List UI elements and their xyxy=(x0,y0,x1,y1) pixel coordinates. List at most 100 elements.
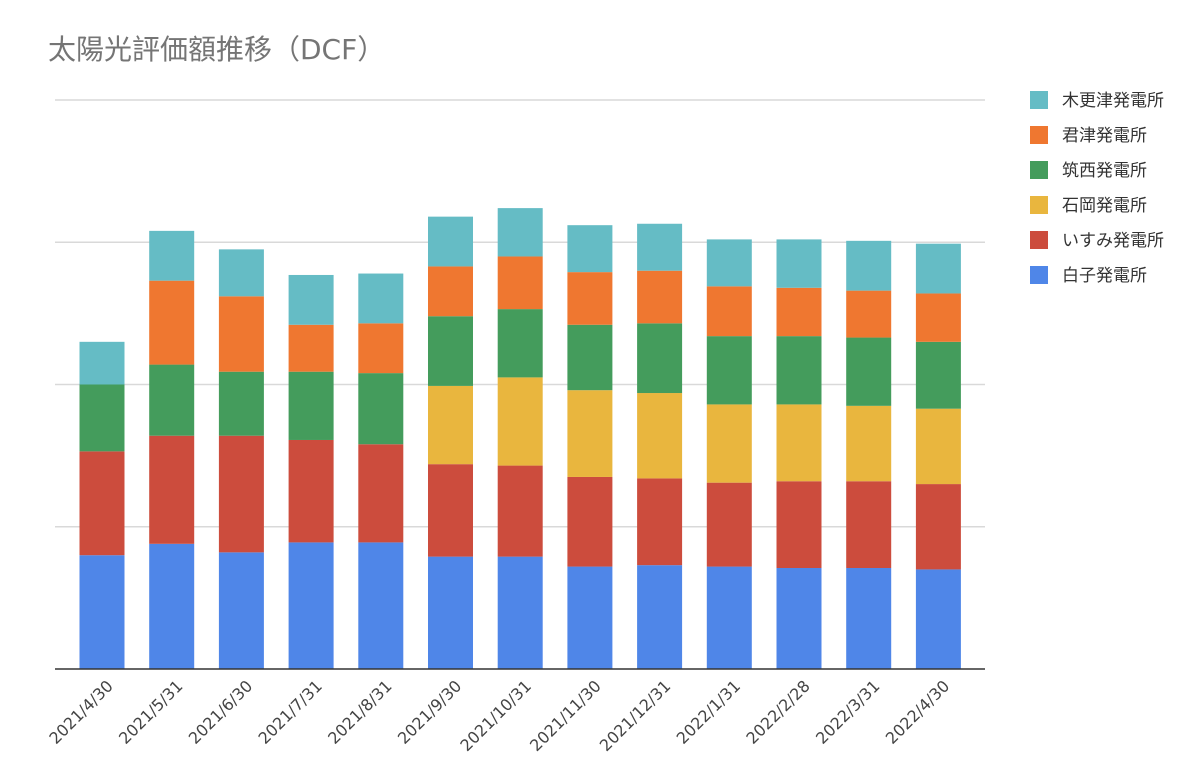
bar-segment[interactable] xyxy=(915,293,961,342)
bar-segment[interactable] xyxy=(637,223,683,271)
bar-segment[interactable] xyxy=(358,323,404,374)
bar-segment[interactable] xyxy=(567,390,613,477)
bar-segment[interactable] xyxy=(706,404,752,483)
bar-segment[interactable] xyxy=(149,364,195,436)
bar-segment[interactable] xyxy=(776,404,822,482)
bar-segment[interactable] xyxy=(358,542,404,669)
bar-segment[interactable] xyxy=(915,484,961,570)
x-tick-label: 2021/4/30 xyxy=(45,676,116,747)
legend-swatch xyxy=(1030,266,1048,284)
x-tick-label: 2022/3/31 xyxy=(812,676,883,747)
x-tick-label: 2021/8/31 xyxy=(324,676,395,747)
bar-segment[interactable] xyxy=(915,569,961,669)
bar-segment[interactable] xyxy=(706,286,752,337)
bar-segment[interactable] xyxy=(846,290,892,338)
bar-segment[interactable] xyxy=(567,566,613,669)
legend-item[interactable]: 石岡発電所 xyxy=(1030,196,1147,216)
bar-segment[interactable] xyxy=(567,272,613,325)
bar-segment[interactable] xyxy=(428,385,473,465)
bar-segment[interactable] xyxy=(79,384,125,452)
bar-segment[interactable] xyxy=(915,243,961,294)
legend-item[interactable]: 白子発電所 xyxy=(1030,266,1147,286)
bar-segment[interactable] xyxy=(706,482,752,567)
bar-segment[interactable] xyxy=(288,439,334,543)
x-tick-label: 2021/11/30 xyxy=(526,676,605,755)
bar-segment[interactable] xyxy=(497,377,543,466)
legend-swatch xyxy=(1030,91,1048,109)
bar-segment[interactable] xyxy=(846,568,892,669)
bar-segment[interactable] xyxy=(706,239,752,287)
legend-swatch xyxy=(1030,126,1048,144)
bar-segment[interactable] xyxy=(149,280,195,365)
x-tick-label: 2022/2/28 xyxy=(742,676,813,747)
bar-segment[interactable] xyxy=(637,393,683,479)
x-tick-label: 2021/7/31 xyxy=(254,676,325,747)
legend-item[interactable]: いすみ発電所 xyxy=(1030,231,1164,251)
bar-segment[interactable] xyxy=(149,543,195,669)
bar-segment[interactable] xyxy=(846,337,892,406)
bar-segment[interactable] xyxy=(915,408,961,485)
bar-segment[interactable] xyxy=(637,323,683,394)
bar-segment[interactable] xyxy=(288,371,334,440)
bar-segment[interactable] xyxy=(218,296,264,372)
bar-segment[interactable] xyxy=(567,225,613,273)
bar-segment[interactable] xyxy=(149,230,195,281)
bar-segment[interactable] xyxy=(776,481,822,569)
x-tick-labels: 2021/4/302021/5/312021/6/302021/7/312021… xyxy=(45,676,953,755)
bar-segment[interactable] xyxy=(358,373,404,445)
bar-segment[interactable] xyxy=(846,240,892,291)
bar-segment[interactable] xyxy=(776,239,822,288)
bar-segment[interactable] xyxy=(428,464,473,557)
bar-segment[interactable] xyxy=(497,309,543,378)
legend-label: 石岡発電所 xyxy=(1062,196,1147,216)
legend-swatch xyxy=(1030,196,1048,214)
chart-title: 太陽光評価額推移（DCF） xyxy=(48,33,386,66)
legend-item[interactable]: 君津発電所 xyxy=(1030,126,1147,146)
legend-swatch xyxy=(1030,231,1048,249)
bar-segment[interactable] xyxy=(358,273,404,324)
bar-segment[interactable] xyxy=(79,451,125,556)
legend-label: 木更津発電所 xyxy=(1062,91,1164,111)
bar-segment[interactable] xyxy=(846,405,892,482)
bar-segment[interactable] xyxy=(637,565,683,669)
bar-segment[interactable] xyxy=(288,324,334,372)
bar-segment[interactable] xyxy=(218,249,264,297)
bar-segment[interactable] xyxy=(776,287,822,337)
legend-item[interactable]: 筑西発電所 xyxy=(1030,161,1147,181)
bar-segment[interactable] xyxy=(218,552,264,669)
legend-item[interactable]: 木更津発電所 xyxy=(1030,91,1164,111)
bar-segment[interactable] xyxy=(497,465,543,557)
bar-segment[interactable] xyxy=(79,341,125,385)
bar-segment[interactable] xyxy=(497,256,543,310)
bar-segment[interactable] xyxy=(567,476,613,567)
bar-segment[interactable] xyxy=(776,336,822,405)
bar-segment[interactable] xyxy=(846,481,892,569)
bar-segment[interactable] xyxy=(915,341,961,409)
bar-segment[interactable] xyxy=(218,435,264,553)
x-tick-label: 2021/6/30 xyxy=(185,676,256,747)
bar-segment[interactable] xyxy=(358,444,404,543)
bar-segment[interactable] xyxy=(288,542,334,669)
bar-segment[interactable] xyxy=(706,336,752,405)
bar-segment[interactable] xyxy=(428,556,473,669)
bar-segment[interactable] xyxy=(637,270,683,324)
bars xyxy=(79,208,961,669)
bar-segment[interactable] xyxy=(706,566,752,669)
bar-segment[interactable] xyxy=(79,555,125,669)
bar-segment[interactable] xyxy=(497,556,543,669)
bar-segment[interactable] xyxy=(428,216,473,267)
bar-segment[interactable] xyxy=(776,568,822,669)
bar-segment[interactable] xyxy=(497,208,543,257)
bar-segment[interactable] xyxy=(288,274,334,325)
legend-label: 筑西発電所 xyxy=(1062,161,1147,181)
bar-segment[interactable] xyxy=(428,266,473,317)
legend-swatch xyxy=(1030,161,1048,179)
bar-segment[interactable] xyxy=(567,324,613,391)
bar-segment[interactable] xyxy=(218,371,264,436)
bar-segment[interactable] xyxy=(428,316,473,386)
bar-segment[interactable] xyxy=(637,478,683,566)
x-tick-label: 2021/5/31 xyxy=(115,676,186,747)
bar-segment[interactable] xyxy=(149,435,195,544)
